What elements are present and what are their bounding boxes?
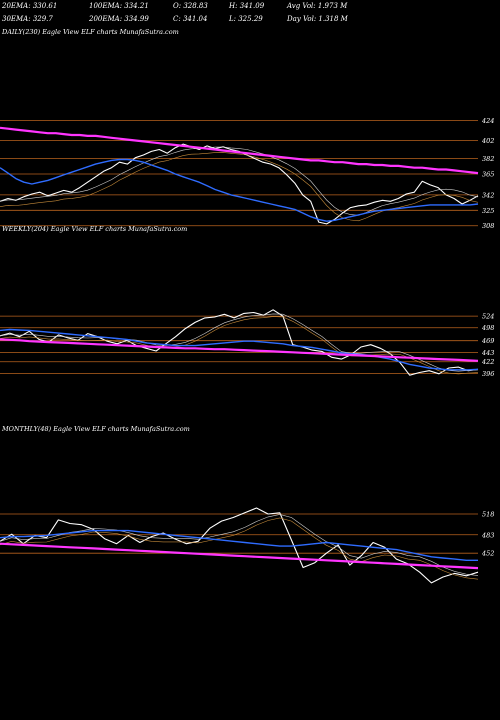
daily-tick-label: 424	[481, 117, 494, 125]
weekly-tick-label: 443	[481, 349, 494, 357]
ema100-readout: 100EMA: 334.21	[89, 2, 149, 10]
monthly-tick-label: 452	[481, 550, 494, 558]
monthly-chart-svg: 518 483 452	[0, 507, 494, 584]
monthly-long-average-line	[0, 517, 479, 580]
day-volume-readout: Day Vol: 1.318 M	[287, 15, 348, 23]
weekly-tick-label: 524	[482, 313, 494, 321]
daily-chart-svg: 424 402 382 365 342 325 308	[0, 117, 494, 228]
weekly-ema_fast-line	[0, 328, 479, 371]
monthly-price-line	[0, 507, 479, 584]
weekly-long-average-line	[0, 316, 479, 375]
weekly-chart-panel: WEEKLY(204) Eagle View ELF charts Munafa…	[0, 225, 500, 425]
weekly-tick-label: 396	[482, 370, 494, 378]
daily-tick-label: 342	[482, 191, 494, 199]
ema200-readout: 200EMA: 334.99	[89, 15, 149, 23]
weekly-tick-label: 498	[481, 324, 494, 332]
daily-ema_slow-line	[0, 126, 479, 175]
monthly-short-average-line	[0, 514, 479, 576]
daily-chart-label: DAILY(230) Eagle View ELF charts MunafaS…	[2, 28, 179, 36]
ema30-readout: 30EMA: 329.7	[2, 15, 53, 23]
low-readout: L: 325.29	[229, 15, 263, 23]
monthly-chart-label: MONTHLY(48) Eagle View ELF charts Munafa…	[2, 425, 190, 433]
monthly-chart-panel: MONTHLY(48) Eagle View ELF charts Munafa…	[0, 424, 500, 624]
daily-price-line	[0, 143, 479, 225]
weekly-short-average-line	[0, 313, 479, 372]
daily-short-average-line	[0, 146, 479, 216]
daily-tick-label: 365	[482, 171, 494, 179]
daily-tick-label: 308	[482, 222, 494, 228]
high-readout: H: 341.09	[229, 2, 265, 10]
daily-tick-label: 325	[482, 207, 494, 215]
daily-ema_fast-line	[0, 158, 479, 222]
monthly-ema_slow-line	[0, 542, 479, 570]
weekly-tick-label: 422	[481, 358, 494, 366]
avg-volume-readout: Avg Vol: 1.973 M	[287, 2, 348, 10]
daily-tick-label: 382	[482, 155, 494, 163]
daily-chart-panel: DAILY(230) Eagle View ELF charts MunafaS…	[0, 28, 500, 228]
weekly-tick-label: 469	[481, 337, 494, 345]
header-row-1: 20EMA: 330.61 100EMA: 334.21 O: 328.83 H: 3…	[2, 2, 347, 10]
weekly-chart-label: WEEKLY(204) Eagle View ELF charts Munafa…	[2, 225, 188, 233]
header-row-2: 30EMA: 329.7 200EMA: 334.99 C: 341.04 L: 32…	[2, 15, 348, 23]
monthly-tick-label: 483	[481, 531, 494, 539]
daily-long-average-line	[0, 152, 479, 222]
monthly-tick-label: 518	[482, 510, 494, 518]
open-readout: O: 328.83	[173, 2, 208, 10]
ema20-readout: 20EMA: 330.61	[2, 2, 58, 10]
weekly-ema_slow-line	[0, 338, 479, 362]
close-readout: C: 341.04	[173, 15, 208, 23]
monthly-ema_fast-line	[0, 529, 478, 562]
daily-tick-label: 402	[481, 137, 494, 145]
